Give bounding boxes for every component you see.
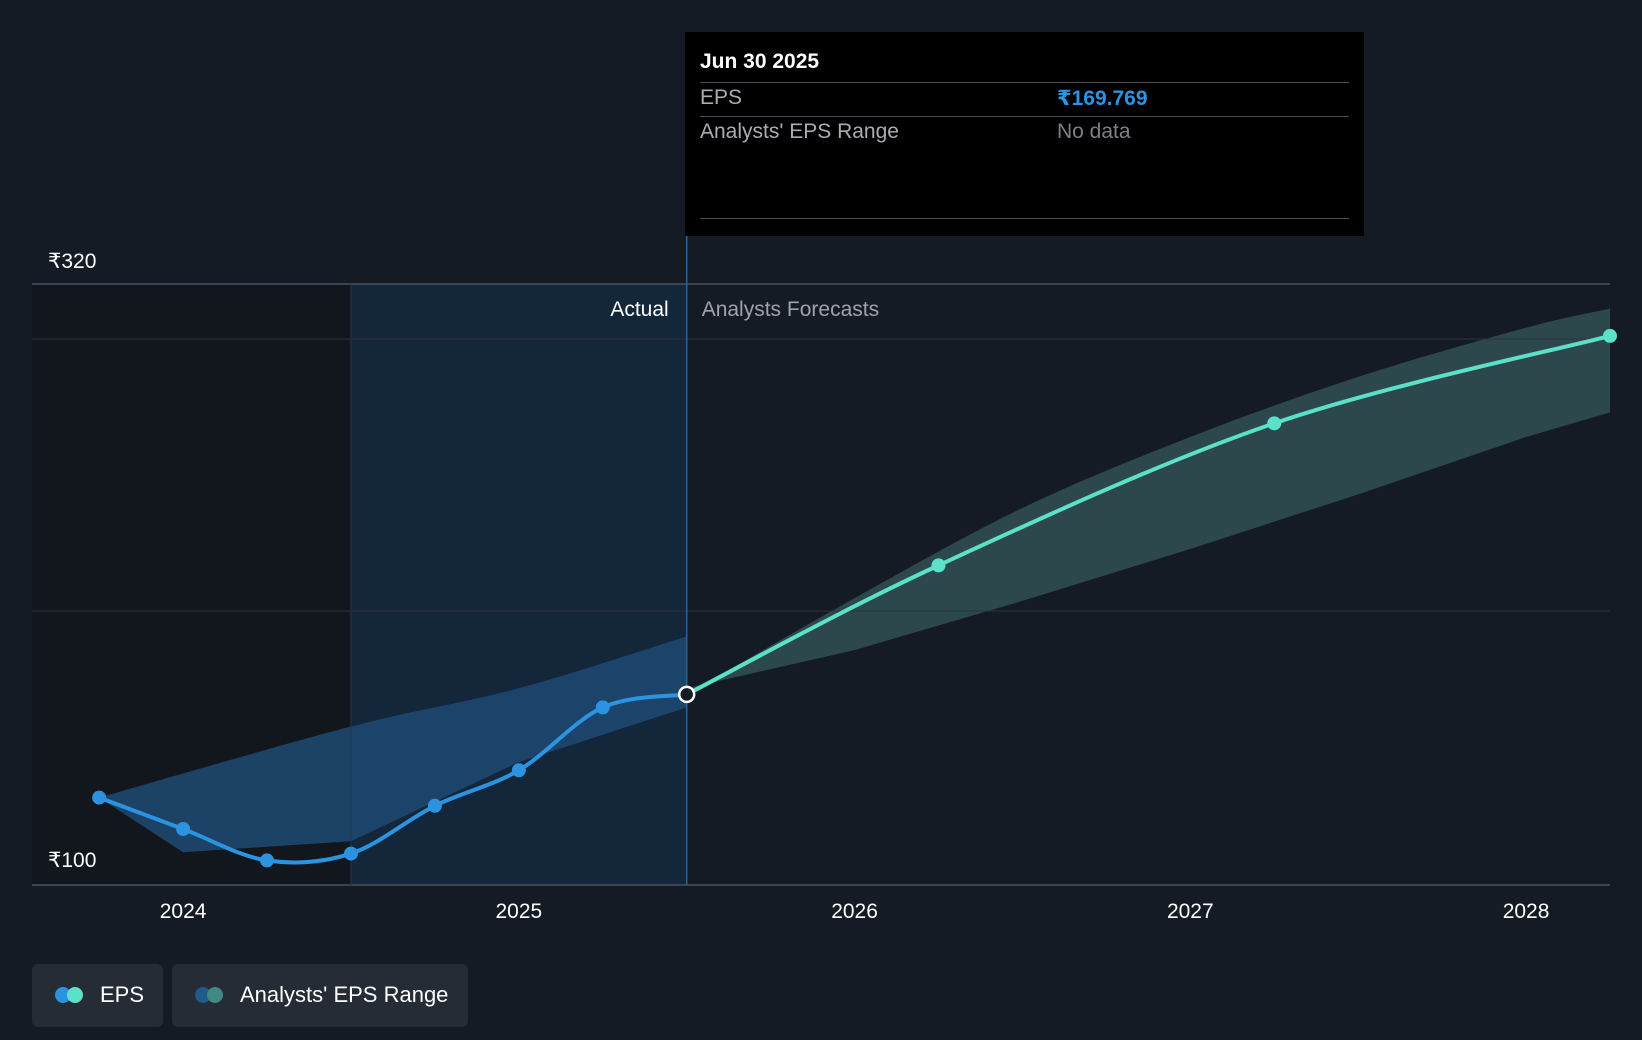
eps-highlight-point <box>677 685 696 704</box>
tooltip: Jun 30 2025 EPS ₹169.769 Analysts' EPS R… <box>685 32 1364 236</box>
forecast-label: Analysts Forecasts <box>702 298 879 321</box>
y-axis-label-top: ₹320 <box>48 250 96 273</box>
range-forecast-dot-icon <box>207 987 223 1003</box>
forecast-eps-range-band <box>686 308 1610 695</box>
legend-range[interactable]: Analysts' EPS Range <box>172 964 468 1027</box>
tooltip-eps-label: EPS <box>700 86 743 109</box>
eps-actual-point <box>343 846 358 861</box>
tooltip-divider <box>700 218 1349 219</box>
tooltip-divider <box>700 116 1349 117</box>
eps-actual-point <box>260 853 275 868</box>
eps-actual-point <box>595 700 610 715</box>
tooltip-date: Jun 30 2025 <box>700 50 820 73</box>
actual-eps-range-band <box>99 636 687 853</box>
tooltip-divider <box>700 82 1349 83</box>
x-tick-label: 2028 <box>1503 900 1550 923</box>
tooltip-range-value: No data <box>1057 120 1131 143</box>
x-tick-label: 2024 <box>160 900 207 923</box>
eps-actual-point <box>511 763 526 778</box>
eps-actual-point <box>92 790 107 805</box>
tooltip-eps-value: ₹169.769 <box>1057 87 1148 110</box>
legend-eps-label: EPS <box>100 982 145 1007</box>
eps-actual-line <box>97 692 689 865</box>
x-tick-label: 2026 <box>831 900 878 923</box>
eps-forecast-point <box>1267 416 1282 431</box>
eps-forecast-point <box>1603 328 1617 343</box>
tooltip-range-label: Analysts' EPS Range <box>700 120 899 143</box>
eps-forecast-line <box>684 333 1612 697</box>
eps-actual-point <box>427 798 442 813</box>
x-tick-label: 2027 <box>1167 900 1214 923</box>
eps-actual-point <box>176 821 191 836</box>
legend-eps[interactable]: EPS <box>32 964 163 1027</box>
eps-forecast-point <box>931 558 946 573</box>
legend-range-label: Analysts' EPS Range <box>240 982 449 1007</box>
eps-forecast-dot-icon <box>67 987 83 1003</box>
actual-label: Actual <box>610 298 668 321</box>
x-tick-label: 2025 <box>495 900 542 923</box>
y-axis-label-bottom: ₹100 <box>48 849 96 872</box>
